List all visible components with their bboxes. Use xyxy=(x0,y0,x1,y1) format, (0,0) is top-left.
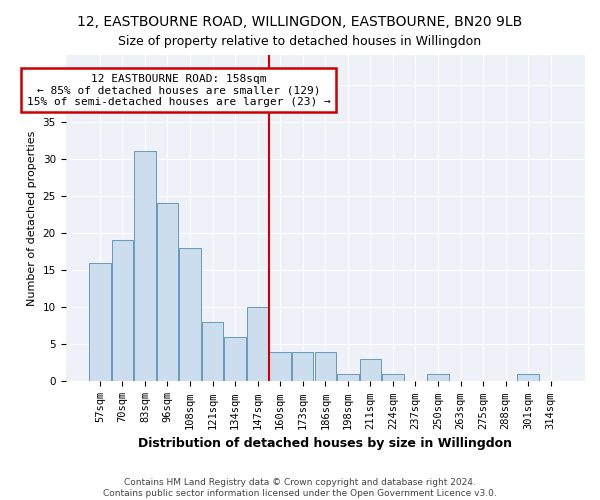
Y-axis label: Number of detached properties: Number of detached properties xyxy=(27,130,37,306)
Bar xyxy=(269,352,291,382)
Bar xyxy=(427,374,449,382)
Text: Size of property relative to detached houses in Willingdon: Size of property relative to detached ho… xyxy=(118,35,482,48)
Text: Contains HM Land Registry data © Crown copyright and database right 2024.
Contai: Contains HM Land Registry data © Crown c… xyxy=(103,478,497,498)
Bar xyxy=(359,359,381,382)
Bar xyxy=(89,262,110,382)
Bar xyxy=(202,322,223,382)
X-axis label: Distribution of detached houses by size in Willingdon: Distribution of detached houses by size … xyxy=(138,437,512,450)
Bar xyxy=(382,374,404,382)
Bar xyxy=(157,204,178,382)
Bar xyxy=(179,248,201,382)
Bar xyxy=(134,152,155,382)
Bar xyxy=(112,240,133,382)
Bar xyxy=(517,374,539,382)
Bar xyxy=(224,337,246,382)
Text: 12, EASTBOURNE ROAD, WILLINGDON, EASTBOURNE, BN20 9LB: 12, EASTBOURNE ROAD, WILLINGDON, EASTBOU… xyxy=(77,15,523,29)
Bar xyxy=(292,352,313,382)
Bar xyxy=(247,308,268,382)
Bar xyxy=(314,352,336,382)
Text: 12 EASTBOURNE ROAD: 158sqm
← 85% of detached houses are smaller (129)
15% of sem: 12 EASTBOURNE ROAD: 158sqm ← 85% of deta… xyxy=(27,74,331,106)
Bar xyxy=(337,374,359,382)
